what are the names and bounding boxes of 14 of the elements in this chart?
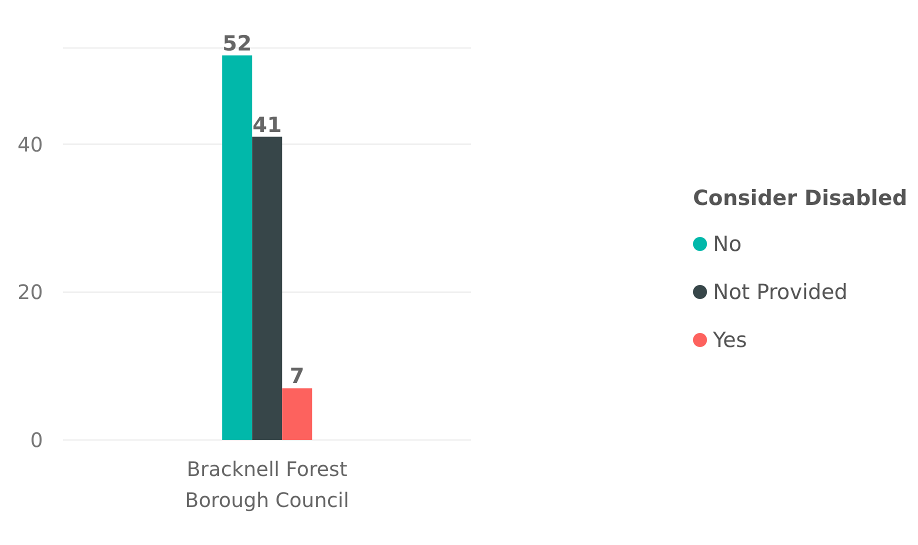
- legend-label: No: [713, 232, 742, 256]
- bar: [252, 136, 282, 440]
- legend-label: Yes: [713, 328, 747, 352]
- legend-title: Consider Disabled: [693, 186, 908, 210]
- y-tick-label: 0: [30, 428, 43, 452]
- data-label: 52: [222, 31, 252, 56]
- y-tick-label: 40: [18, 132, 43, 156]
- bar: [222, 55, 252, 440]
- legend-label: Not Provided: [713, 280, 848, 304]
- bar: [282, 388, 312, 440]
- y-tick-label: 20: [18, 280, 43, 304]
- data-label: 41: [252, 112, 282, 137]
- data-label: 7: [290, 364, 304, 388]
- x-tick-label: Bracknell Forest Borough Council: [184, 457, 350, 512]
